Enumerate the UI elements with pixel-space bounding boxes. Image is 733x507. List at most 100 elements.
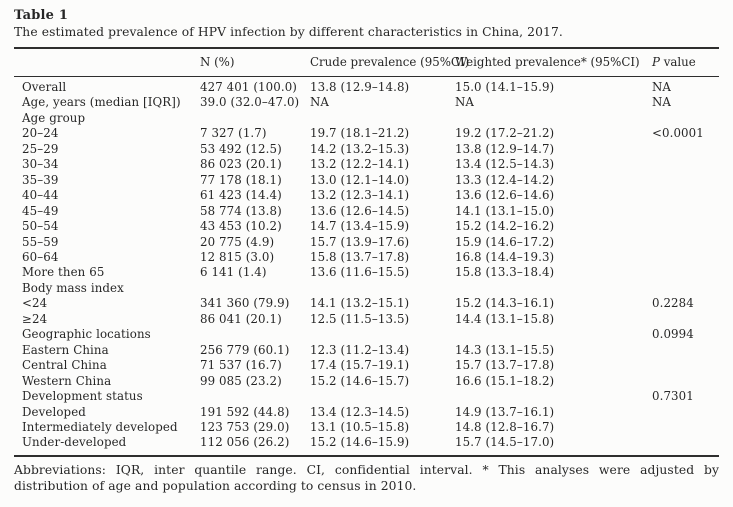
header-n-percent: N (%) — [200, 55, 235, 69]
n-percent-cell: 99 085 (23.2) — [200, 373, 282, 388]
weighted-prevalence-cell — [455, 327, 652, 342]
weighted-prevalence-cell: 14.3 (13.1–15.5) — [455, 342, 555, 357]
n-percent-cell — [200, 281, 310, 296]
crude-prevalence-cell: 13.8 (12.9–14.8) — [310, 80, 410, 94]
n-percent-cell — [200, 327, 310, 342]
table-row: Overall 427 401 (100.0) 13.8 (12.9–14.8)… — [14, 80, 719, 95]
weighted-prevalence-cell: 14.1 (13.1–15.0) — [455, 203, 555, 218]
row-label-cell: 50–54 — [22, 219, 59, 234]
weighted-prevalence-cell: 19.2 (17.2–21.2) — [455, 126, 555, 141]
crude-prevalence-cell: 13.6 (11.6–15.5) — [310, 265, 410, 280]
row-label-cell: ≥24 — [22, 311, 48, 326]
table-row: 55–59 20 775 (4.9) 15.7 (13.9–17.6) 15.9… — [14, 235, 719, 250]
p-value-cell: 0.2284 — [652, 296, 694, 311]
weighted-prevalence-cell: 16.6 (15.1–18.2) — [455, 373, 555, 388]
row-label-cell: 45–49 — [22, 203, 59, 218]
header-crude-prevalence: Crude prevalence (95%CI) — [310, 55, 470, 69]
p-value-cell — [652, 405, 719, 420]
n-percent-cell: 427 401 (100.0) — [200, 80, 298, 94]
crude-prevalence-cell: 13.2 (12.3–14.1) — [310, 188, 410, 203]
row-label-cell: Age, years (median [IQR]) — [22, 95, 181, 110]
table-row: 40–44 61 423 (14.4) 13.2 (12.3–14.1) 13.… — [14, 188, 719, 203]
row-label-cell: More then 65 — [22, 265, 105, 280]
p-value-cell — [652, 265, 719, 280]
weighted-prevalence-cell: 14.8 (12.8–16.7) — [455, 419, 555, 434]
p-value-cell: NA — [652, 80, 672, 94]
row-label-cell: 30–34 — [22, 157, 59, 172]
n-percent-cell: 123 753 (29.0) — [200, 419, 290, 434]
n-percent-cell: 12 815 (3.0) — [200, 249, 275, 264]
table-row: Eastern China 256 779 (60.1) 12.3 (11.2–… — [14, 343, 719, 358]
table-row: 60–64 12 815 (3.0) 15.8 (13.7–17.8) 16.8… — [14, 250, 719, 265]
table-row: 35–39 77 178 (18.1) 13.0 (12.1–14.0) 13.… — [14, 173, 719, 188]
table-title: Table 1 — [14, 8, 69, 23]
table-caption: The estimated prevalence of HPV infectio… — [14, 25, 563, 39]
p-value-cell: <0.0001 — [652, 126, 704, 141]
table-row: Intermediately developed 123 753 (29.0) … — [14, 420, 719, 435]
table-footnote: Abbreviations: IQR, inter quantile range… — [14, 462, 719, 494]
row-label-cell: 40–44 — [22, 188, 59, 203]
n-percent-cell: 61 423 (14.4) — [200, 188, 282, 203]
row-label-cell: Geographic locations — [22, 327, 151, 342]
crude-prevalence-cell: 15.2 (14.6–15.7) — [310, 373, 410, 388]
weighted-prevalence-cell: NA — [455, 95, 475, 110]
table-body: Overall 427 401 (100.0) 13.8 (12.9–14.8)… — [14, 77, 719, 455]
table-row: 30–34 86 023 (20.1) 13.2 (12.2–14.1) 13.… — [14, 157, 719, 172]
crude-prevalence-cell: 15.8 (13.7–17.8) — [310, 249, 410, 264]
weighted-prevalence-cell: 15.7 (14.5–17.0) — [455, 435, 555, 450]
table-row: Developed 191 592 (44.8) 13.4 (12.3–14.5… — [14, 405, 719, 420]
table-row: 25–29 53 492 (12.5) 14.2 (13.2–15.3) 13.… — [14, 142, 719, 157]
data-table: N (%) Crude prevalence (95%CI) Weighted … — [14, 47, 719, 457]
table-row: Central China 71 537 (16.7) 17.4 (15.7–1… — [14, 358, 719, 373]
weighted-prevalence-cell — [455, 111, 652, 126]
weighted-prevalence-cell: 13.3 (12.4–14.2) — [455, 172, 555, 187]
weighted-prevalence-cell: 15.2 (14.2–16.2) — [455, 219, 555, 234]
n-percent-cell: 6 141 (1.4) — [200, 265, 267, 280]
p-value-cell — [652, 235, 719, 250]
crude-prevalence-cell: 12.5 (11.5–13.5) — [310, 311, 410, 326]
p-value-cell — [652, 111, 719, 126]
row-label-cell: Central China — [22, 358, 107, 373]
row-label-cell: 60–64 — [22, 249, 59, 264]
table-row: <24 341 360 (79.9) 14.1 (13.2–15.1) 15.2… — [14, 296, 719, 311]
weighted-prevalence-cell — [455, 389, 652, 404]
table-row: 20–24 7 327 (1.7) 19.7 (18.1–21.2) 19.2 … — [14, 126, 719, 141]
n-percent-cell: 43 453 (10.2) — [200, 219, 282, 234]
n-percent-cell: 58 774 (13.8) — [200, 203, 282, 218]
table-row: Age group — [14, 111, 719, 126]
row-label-cell: 20–24 — [22, 126, 59, 141]
row-label-cell: Age group — [22, 110, 86, 125]
table-row: 45–49 58 774 (13.8) 13.6 (12.6–14.5) 14.… — [14, 204, 719, 219]
p-value-cell — [652, 435, 719, 450]
crude-prevalence-cell: NA — [310, 95, 330, 110]
p-value-cell — [652, 358, 719, 373]
row-label-cell: Intermediately developed — [22, 419, 178, 434]
n-percent-cell: 77 178 (18.1) — [200, 172, 282, 187]
n-percent-cell: 256 779 (60.1) — [200, 342, 290, 357]
weighted-prevalence-cell: 15.8 (13.3–18.4) — [455, 265, 555, 280]
n-percent-cell: 7 327 (1.7) — [200, 126, 267, 141]
weighted-prevalence-cell: 13.8 (12.9–14.7) — [455, 141, 555, 156]
p-value-cell — [652, 188, 719, 203]
row-label-cell: Eastern China — [22, 342, 109, 357]
crude-prevalence-cell: 14.1 (13.2–15.1) — [310, 296, 410, 311]
p-value-cell — [652, 343, 719, 358]
header-weighted-prevalence: Weighted prevalence* (95%CI) — [455, 55, 640, 69]
weighted-prevalence-cell: 13.6 (12.6–14.6) — [455, 188, 555, 203]
crude-prevalence-cell: 14.7 (13.4–15.9) — [310, 219, 410, 234]
table-header-row: N (%) Crude prevalence (95%CI) Weighted … — [14, 49, 719, 77]
p-value-cell — [652, 142, 719, 157]
p-value-cell — [652, 219, 719, 234]
p-value-cell — [652, 204, 719, 219]
n-percent-cell: 20 775 (4.9) — [200, 234, 275, 249]
crude-prevalence-cell: 13.0 (12.1–14.0) — [310, 172, 410, 187]
row-label-cell: Development status — [22, 389, 143, 404]
n-percent-cell: 71 537 (16.7) — [200, 358, 282, 373]
weighted-prevalence-cell — [455, 281, 652, 296]
n-percent-cell — [200, 111, 310, 126]
n-percent-cell: 39.0 (32.0–47.0) — [200, 95, 300, 110]
weighted-prevalence-cell: 15.0 (14.1–15.9) — [455, 80, 555, 94]
row-label-cell: 25–29 — [22, 141, 59, 156]
header-characteristic — [14, 55, 200, 69]
